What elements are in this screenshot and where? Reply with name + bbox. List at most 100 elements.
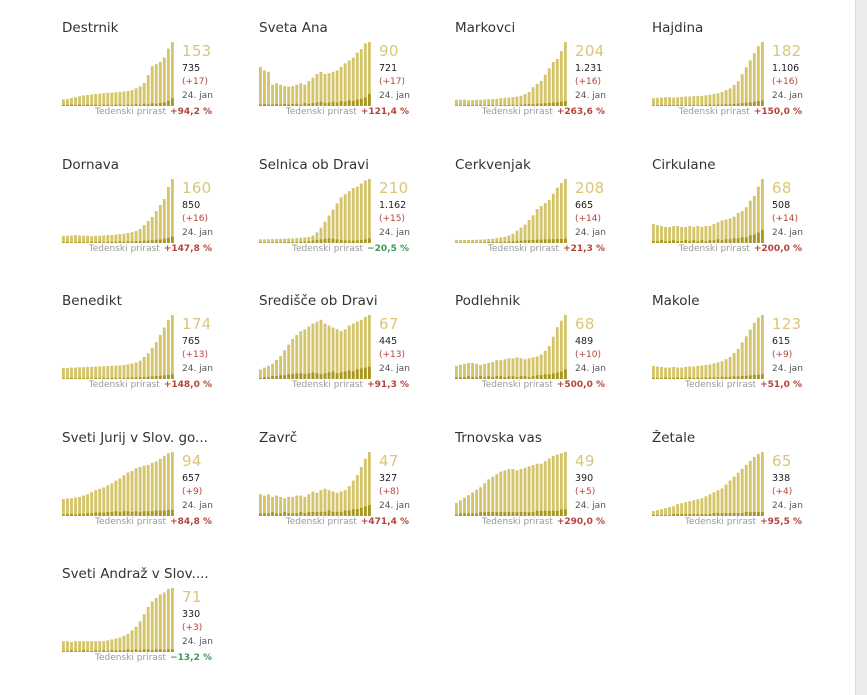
new-cases-bar bbox=[547, 239, 551, 243]
new-cases-bar bbox=[271, 242, 274, 243]
new-cases-bar bbox=[343, 240, 347, 243]
new-cases-bar bbox=[78, 651, 81, 652]
cumulative-bar bbox=[263, 70, 266, 106]
new-cases-bar bbox=[519, 512, 523, 516]
new-cases-bar bbox=[162, 650, 166, 652]
cumulative-bar bbox=[339, 491, 343, 516]
cumulative-bar bbox=[495, 360, 499, 379]
new-cases-bar bbox=[295, 513, 299, 516]
new-cases-bar bbox=[559, 101, 563, 106]
new-cases-bar bbox=[263, 513, 266, 516]
cumulative-bar bbox=[672, 506, 676, 516]
cumulative-bar bbox=[455, 502, 458, 516]
delta-value: (+17) bbox=[182, 77, 209, 87]
date-label: 24. jan bbox=[575, 364, 606, 374]
new-cases-bar bbox=[463, 513, 466, 516]
cumulative-bar bbox=[563, 42, 567, 106]
new-cases-bar bbox=[551, 373, 555, 379]
new-cases-bar bbox=[744, 375, 748, 379]
scrollbar-track[interactable] bbox=[855, 0, 867, 695]
new-cases-bar bbox=[539, 239, 543, 243]
new-cases-bar bbox=[748, 235, 752, 243]
growth-label: Tedenski prirast bbox=[292, 244, 364, 254]
cumulative-bar bbox=[98, 366, 102, 379]
cumulative-bar bbox=[467, 100, 470, 106]
cumulative-bar bbox=[752, 195, 756, 243]
cumulative-bar bbox=[78, 235, 81, 243]
new-cases-bar bbox=[98, 651, 102, 652]
cumulative-bar bbox=[299, 495, 303, 516]
cumulative-bar bbox=[359, 183, 363, 243]
cumulative-bar bbox=[684, 227, 688, 243]
new-cases-bar bbox=[339, 372, 343, 379]
new-cases-bar bbox=[479, 512, 483, 516]
new-cases-bar bbox=[736, 103, 740, 106]
cumulative-bar bbox=[74, 497, 77, 516]
new-cases-bar bbox=[736, 238, 740, 243]
new-cases-bar bbox=[355, 509, 359, 516]
new-cases-bar bbox=[660, 104, 663, 106]
cumulative-bar bbox=[267, 494, 270, 516]
new-cases-bar bbox=[664, 515, 667, 516]
new-cases-bar bbox=[283, 242, 287, 243]
new-cases-bar bbox=[720, 376, 724, 379]
bar-chart bbox=[62, 588, 174, 652]
cumulative-bar bbox=[760, 179, 764, 243]
cumulative-bar bbox=[664, 508, 667, 516]
new-cases-bar bbox=[547, 102, 551, 106]
cumulative-bar bbox=[287, 344, 291, 379]
new-cases-bar bbox=[351, 371, 355, 379]
cumulative-bar bbox=[62, 498, 65, 516]
new-cases-bar bbox=[118, 377, 122, 379]
new-cases-bar bbox=[62, 242, 65, 243]
cumulative-bar bbox=[98, 641, 102, 652]
new-cases-bar bbox=[283, 375, 287, 379]
cumulative-bar bbox=[728, 357, 732, 379]
growth-value: −13,2 % bbox=[170, 653, 212, 663]
cumulative-bar bbox=[303, 496, 307, 516]
new-cases-bar bbox=[756, 101, 760, 106]
cumulative-bar bbox=[62, 235, 65, 243]
new-cases-bar bbox=[479, 242, 483, 243]
cumulative-bar bbox=[483, 239, 487, 243]
growth-value: +500,0 % bbox=[556, 380, 605, 390]
bar-chart bbox=[455, 452, 567, 516]
cumulative-bar bbox=[367, 42, 371, 106]
cumulative-bar bbox=[712, 363, 716, 379]
growth-value: +121,4 % bbox=[360, 107, 409, 117]
cumulative-bar bbox=[543, 461, 547, 516]
total-value: 489 bbox=[575, 336, 594, 347]
new-cases-bar bbox=[303, 103, 307, 106]
new-cases-bar bbox=[736, 376, 740, 379]
new-cases-bar bbox=[331, 101, 335, 106]
new-cases-bar bbox=[66, 651, 69, 652]
cumulative-bar bbox=[455, 365, 458, 379]
cumulative-bar bbox=[106, 92, 110, 106]
new-cases-bar bbox=[700, 514, 704, 516]
cumulative-bar bbox=[74, 367, 77, 379]
growth-label: Tedenski prirast bbox=[685, 380, 757, 390]
weekly-growth-row: Tedenski prirast +94,2 % bbox=[62, 107, 212, 117]
new-cases-bar bbox=[684, 514, 688, 516]
cumulative-bar bbox=[752, 456, 756, 516]
cumulative-bar bbox=[740, 342, 744, 379]
cumulative-bar bbox=[170, 179, 174, 243]
cumulative-bar bbox=[150, 66, 154, 106]
new-cases-bar bbox=[479, 105, 483, 106]
new-cases-bar bbox=[471, 513, 474, 516]
cumulative-bar bbox=[78, 96, 81, 106]
new-cases-bar bbox=[118, 104, 122, 106]
cumulative-bar bbox=[110, 639, 114, 652]
new-cases-bar bbox=[114, 377, 118, 379]
growth-label: Tedenski prirast bbox=[488, 244, 560, 254]
cumulative-bar bbox=[519, 95, 523, 106]
new-cases-bar bbox=[307, 103, 311, 106]
new-cases-bar bbox=[471, 377, 474, 379]
cumulative-bar bbox=[559, 183, 563, 243]
new-cases-bar bbox=[154, 239, 158, 243]
cumulative-bar bbox=[732, 84, 736, 106]
new-cases-bar bbox=[319, 101, 323, 106]
cumulative-bar bbox=[303, 237, 307, 243]
cumulative-bar bbox=[487, 239, 491, 243]
new-cases-bar bbox=[343, 510, 347, 516]
